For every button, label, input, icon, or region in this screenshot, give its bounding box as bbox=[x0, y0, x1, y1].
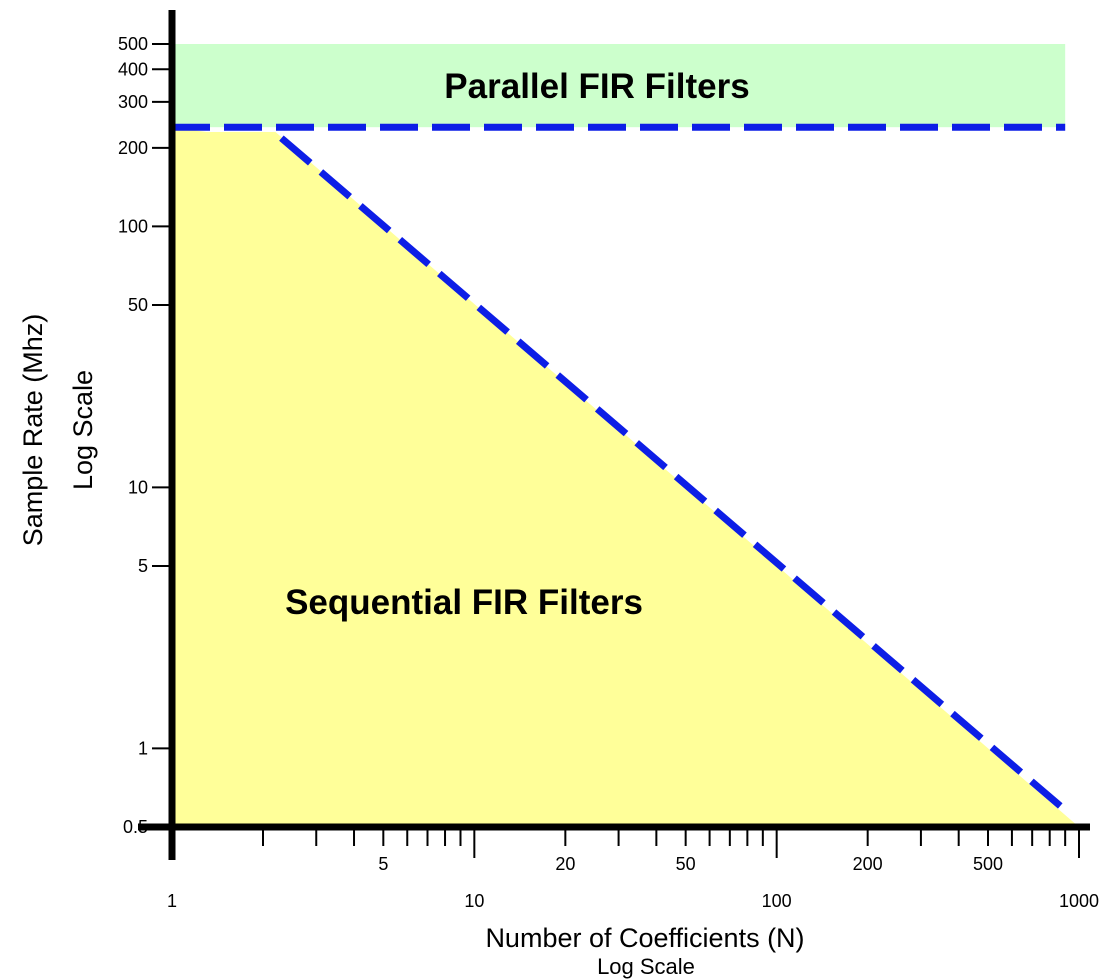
y-axis-subtitle: Log Scale bbox=[68, 370, 98, 490]
parallel-fir-filters-region bbox=[172, 44, 1066, 128]
y-tick-label-400: 400 bbox=[118, 59, 148, 79]
x-tick-label-1000: 1000 bbox=[1059, 891, 1099, 911]
x-tick-label-1: 1 bbox=[167, 891, 177, 911]
sequential-fir-filters-region bbox=[172, 127, 1079, 827]
y-tick-label-200: 200 bbox=[118, 138, 148, 158]
y-tick-label-500: 500 bbox=[118, 34, 148, 54]
x-tick-label-500: 500 bbox=[973, 854, 1003, 874]
y-tick-label-100: 100 bbox=[118, 216, 148, 236]
regions-layer bbox=[172, 44, 1079, 827]
labels-layer: Parallel FIR Filters Sequential FIR Filte… bbox=[18, 34, 1099, 979]
sequential-fir-filters-label: Sequential FIR Filters bbox=[285, 583, 643, 622]
y-tick-label-5: 5 bbox=[138, 556, 148, 576]
x-tick-label-200: 200 bbox=[853, 854, 883, 874]
y-tick-label-50: 50 bbox=[128, 295, 148, 315]
series-layer bbox=[172, 123, 1068, 813]
x-tick-label-100: 100 bbox=[762, 891, 792, 911]
y-tick-label-1: 1 bbox=[138, 738, 148, 758]
y-axis-title: Sample Rate (Mhz) bbox=[18, 314, 48, 547]
y-tick-label-0.5: 0.5 bbox=[123, 817, 148, 837]
x-tick-label-10: 10 bbox=[464, 891, 484, 911]
y-tick-label-300: 300 bbox=[118, 92, 148, 112]
dashed-boundary-line-2 bbox=[279, 135, 1068, 813]
axes-layer bbox=[138, 10, 1090, 860]
x-axis-subtitle: Log Scale bbox=[597, 954, 695, 979]
parallel-fir-filters-label: Parallel FIR Filters bbox=[444, 67, 749, 106]
y-tick-label-10: 10 bbox=[128, 477, 148, 497]
x-axis-title: Number of Coefficients (N) bbox=[485, 923, 804, 953]
x-tick-label-5: 5 bbox=[378, 854, 388, 874]
x-tick-label-20: 20 bbox=[555, 854, 575, 874]
x-tick-label-50: 50 bbox=[676, 854, 696, 874]
